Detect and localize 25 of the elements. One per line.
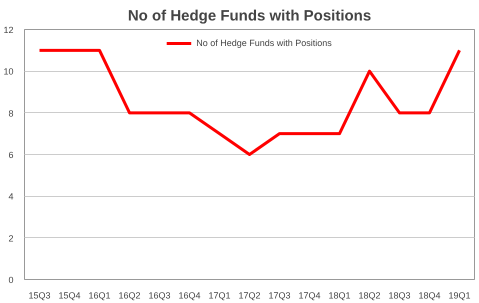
y-tick-label: 12 bbox=[3, 25, 14, 35]
y-tick-label: 8 bbox=[8, 108, 14, 118]
x-tick-label: 18Q2 bbox=[358, 290, 381, 300]
y-tick-label: 10 bbox=[3, 66, 14, 77]
x-tick-label: 19Q1 bbox=[448, 290, 471, 300]
x-tick-label: 18Q3 bbox=[388, 290, 411, 300]
y-tick-label: 4 bbox=[8, 192, 14, 202]
x-tick-label: 17Q4 bbox=[298, 290, 321, 300]
x-tick-label: 18Q4 bbox=[418, 290, 441, 300]
x-tick-label: 16Q3 bbox=[148, 290, 171, 300]
x-tick-label: 16Q4 bbox=[178, 290, 201, 300]
chart-title: No of Hedge Funds with Positions bbox=[128, 8, 372, 24]
x-tick-label: 16Q2 bbox=[118, 290, 141, 300]
legend-label: No of Hedge Funds with Positions bbox=[196, 38, 332, 48]
y-tick-label: 6 bbox=[8, 150, 14, 160]
x-tick-label: 15Q3 bbox=[28, 290, 51, 300]
x-tick-label: 17Q1 bbox=[208, 290, 231, 300]
x-tick-label: 17Q2 bbox=[238, 290, 261, 300]
y-tick-label: 0 bbox=[8, 275, 14, 285]
line-series bbox=[38, 48, 461, 156]
x-tick-label: 17Q3 bbox=[268, 290, 291, 300]
x-tick-label: 15Q4 bbox=[58, 290, 81, 300]
x-tick-label: 18Q1 bbox=[328, 290, 351, 300]
x-tick-label: 16Q1 bbox=[88, 290, 111, 300]
y-tick-label: 2 bbox=[8, 233, 14, 244]
